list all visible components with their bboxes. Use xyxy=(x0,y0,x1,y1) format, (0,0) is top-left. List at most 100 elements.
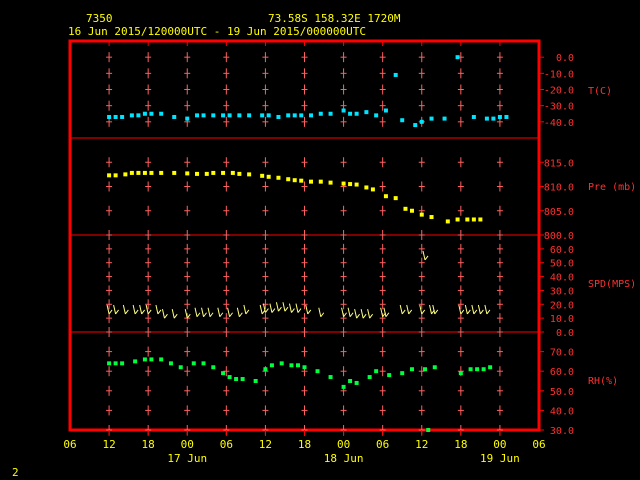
wind-barb xyxy=(139,304,146,315)
pres-point xyxy=(159,170,164,175)
temp-point xyxy=(286,113,291,118)
pres-point xyxy=(341,181,346,186)
y-tick-label: 40.0 xyxy=(550,406,574,417)
rh-point xyxy=(289,363,294,368)
pres-point xyxy=(260,173,265,178)
x-tick-label: 12 xyxy=(259,438,272,451)
temp-point xyxy=(364,110,369,115)
wind-barb xyxy=(106,304,113,315)
temp-point xyxy=(211,113,216,118)
temp-point xyxy=(129,113,134,118)
temp-point xyxy=(455,55,460,60)
temp-point xyxy=(374,113,379,118)
pres-point xyxy=(292,178,297,183)
x-tick-label: 18 xyxy=(454,438,467,451)
temp-point xyxy=(142,111,147,116)
temp-point xyxy=(413,123,418,128)
rh-point xyxy=(341,384,346,389)
temp-point xyxy=(484,116,489,121)
x-tick-label: 00 xyxy=(337,438,350,451)
pres-point xyxy=(471,217,476,222)
time-period: 16 Jun 2015/120000UTC - 19 Jun 2015/0000… xyxy=(68,25,366,38)
y-tick-label: 815.0 xyxy=(544,158,574,169)
panel-label: Pre (mb) xyxy=(588,182,636,193)
pres-point xyxy=(276,175,281,180)
rh-point xyxy=(120,361,125,366)
rh-point xyxy=(423,367,428,372)
wind-barb xyxy=(275,302,282,312)
pres-point xyxy=(364,185,369,190)
x-tick-label: 00 xyxy=(493,438,506,451)
pres-point xyxy=(445,219,450,224)
y-tick-label: 20.0 xyxy=(550,300,574,311)
pres-point xyxy=(230,170,235,175)
y-tick-label: 800.0 xyxy=(544,231,574,242)
rh-point xyxy=(468,367,473,372)
x-tick-label: 06 xyxy=(376,438,389,451)
temp-point xyxy=(497,114,502,119)
temp-point xyxy=(504,114,509,119)
wind-barb xyxy=(464,304,471,315)
rh-point xyxy=(409,367,414,372)
y-tick-label: 40.0 xyxy=(550,273,574,284)
temp-point xyxy=(247,113,252,118)
x-tick-label: 12 xyxy=(415,438,428,451)
wind-barb xyxy=(347,307,354,318)
y-tick-label: 30.0 xyxy=(550,426,574,437)
axis-labels: 0.0 -10.0 -20.0 -30.0 -40.0 T(C) 815.0 810.0 805… xyxy=(63,53,636,465)
wind-barb xyxy=(243,304,250,315)
rh-point xyxy=(279,361,284,366)
rh-point xyxy=(234,377,239,382)
pres-point xyxy=(286,177,291,182)
rh-point xyxy=(387,373,392,378)
temp-point xyxy=(172,114,177,119)
rh-point xyxy=(107,361,112,366)
rh-point xyxy=(269,363,274,368)
x-tick-label: 12 xyxy=(102,438,115,451)
temp-point xyxy=(491,116,496,121)
pres-point xyxy=(266,174,271,179)
y-tick-label: 810.0 xyxy=(544,183,574,194)
temp-point xyxy=(149,111,154,116)
y-tick-label: 30.0 xyxy=(550,286,574,297)
wind-barb xyxy=(419,304,426,315)
pres-point xyxy=(348,182,353,187)
y-tick-label: 60.0 xyxy=(550,245,574,256)
rh-point xyxy=(149,357,154,362)
pres-point xyxy=(195,171,200,176)
temp-point xyxy=(221,113,226,118)
rh-point xyxy=(142,357,147,362)
rh-point xyxy=(263,367,268,372)
temp-point xyxy=(227,113,232,118)
pres-point xyxy=(318,179,323,184)
pres-point xyxy=(142,170,147,175)
temp-point xyxy=(393,72,398,77)
temp-point xyxy=(309,113,314,118)
x-tick-label: 06 xyxy=(63,438,76,451)
panel-label: T(C) xyxy=(588,86,612,97)
wind-barb xyxy=(383,307,390,318)
temp-point xyxy=(120,114,125,119)
pres-point xyxy=(328,180,333,185)
x-tick-label: 06 xyxy=(532,438,545,451)
wind-barb xyxy=(458,304,465,315)
wind-barb xyxy=(341,307,347,318)
rh-point xyxy=(168,361,173,366)
pres-point xyxy=(354,182,359,187)
pres-point xyxy=(149,170,154,175)
rh-point xyxy=(302,365,307,370)
wind-barb xyxy=(295,303,302,313)
y-tick-label: 805.0 xyxy=(544,207,574,218)
pres-point xyxy=(237,171,242,176)
rh-point xyxy=(240,377,245,382)
rh-point xyxy=(159,357,164,362)
pres-point xyxy=(429,215,434,220)
x-tick-label: 18 xyxy=(298,438,311,451)
pres-point xyxy=(455,217,460,222)
y-tick-label: -10.0 xyxy=(544,69,574,80)
data-series xyxy=(106,55,509,432)
rh-point xyxy=(426,428,431,432)
wind-barb xyxy=(122,304,129,315)
rh-point xyxy=(475,367,480,372)
temp-point xyxy=(383,108,388,113)
